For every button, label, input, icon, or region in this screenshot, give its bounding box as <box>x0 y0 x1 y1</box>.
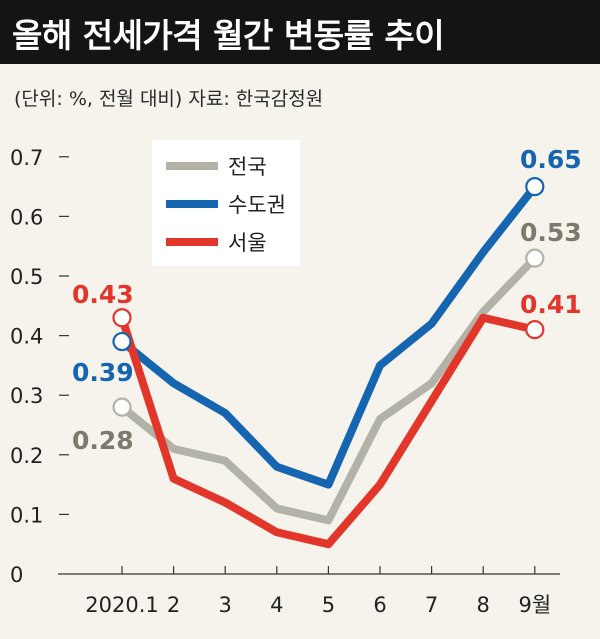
data-label-national: 0.28 <box>72 426 134 455</box>
series-line-capital <box>119 184 538 489</box>
y-tick-label: 0.7 <box>10 146 43 170</box>
y-tick-label: 0.1 <box>10 503 43 527</box>
point-marker-national <box>112 397 132 417</box>
point-marker-seoul <box>112 308 132 328</box>
y-tick-label: 0.6 <box>10 205 43 229</box>
series-line-seoul <box>118 313 536 549</box>
data-label-capital: 0.65 <box>520 145 582 174</box>
x-tick-label: 9월 <box>518 593 551 617</box>
data-label-seoul: 0.41 <box>520 290 582 319</box>
y-tick-label: 0.5 <box>10 265 43 289</box>
x-tick-label: 7 <box>425 593 438 617</box>
y-tick-label: 0.4 <box>10 325 43 349</box>
chart-subtitle: (단위: %, 전월 대비) 자료: 한국감정원 <box>14 88 324 110</box>
data-label-seoul: 0.43 <box>72 280 134 309</box>
title-bar: 올해 전세가격 월간 변동률 추이 <box>0 0 600 64</box>
x-tick-label: 2 <box>167 593 180 617</box>
point-marker-capital <box>112 331 132 352</box>
data-label-national: 0.53 <box>520 218 582 247</box>
data-label-capital: 0.39 <box>72 358 134 387</box>
legend-label-capital: 수도권 <box>228 193 286 217</box>
x-tick-label: 8 <box>477 593 490 617</box>
x-tick-label: 5 <box>322 593 335 617</box>
point-marker-seoul <box>525 320 545 340</box>
point-marker-capital <box>525 177 545 197</box>
legend-label-seoul: 서울 <box>228 231 267 255</box>
chart-title: 올해 전세가격 월간 변동률 추이 <box>12 16 445 55</box>
y-tick-label: 0 <box>10 563 23 587</box>
point-marker-national <box>525 248 545 268</box>
y-tick-label: 0.3 <box>10 384 43 408</box>
x-tick-label: 3 <box>219 593 232 617</box>
x-tick-label: 2020.1 <box>85 593 158 617</box>
legend-label-national: 전국 <box>228 155 267 179</box>
x-tick-label: 6 <box>373 593 386 617</box>
y-tick-label: 0.2 <box>10 444 43 468</box>
x-tick-label: 4 <box>270 593 283 617</box>
series-line-national <box>119 255 538 525</box>
